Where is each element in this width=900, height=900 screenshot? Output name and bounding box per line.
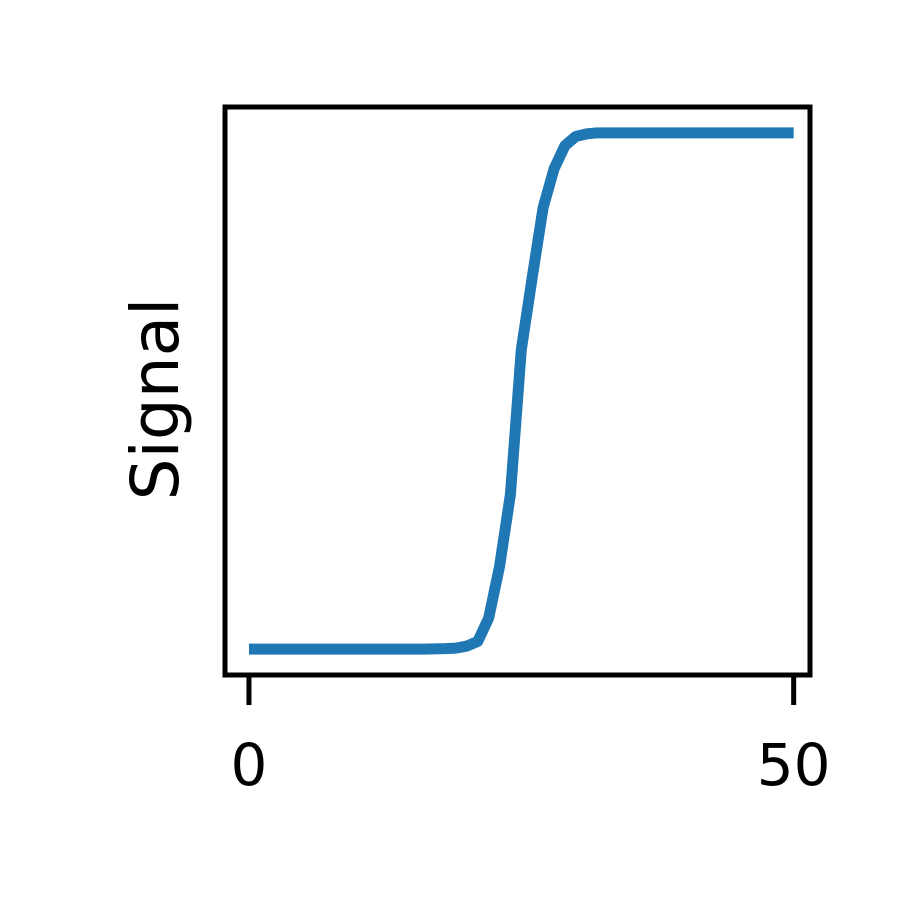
plot-frame [222,104,813,678]
x-tick-label: 0 [231,731,268,799]
series-layer [248,127,794,655]
series-line-0 [248,127,794,655]
y-axis-label: Signal [117,298,194,501]
x-tick-layer: 0 50 [231,675,831,799]
x-tick-label: 50 [757,731,831,799]
